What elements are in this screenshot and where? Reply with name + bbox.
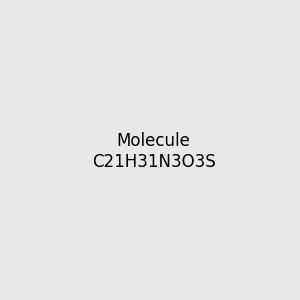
Text: Molecule
C21H31N3O3S: Molecule C21H31N3O3S [92, 132, 216, 171]
